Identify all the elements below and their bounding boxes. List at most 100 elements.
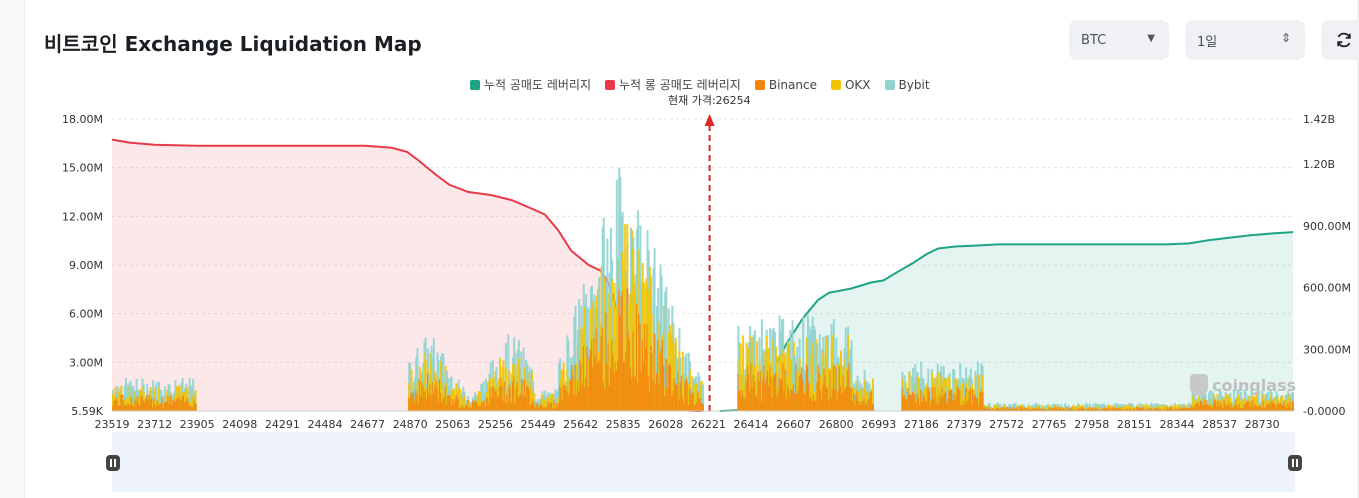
exchange-bar — [1138, 403, 1141, 411]
exchange-bar — [556, 406, 559, 411]
exchange-bar — [945, 391, 947, 411]
exchange-bar — [783, 391, 786, 411]
coin-select[interactable]: BTC ▼ — [1069, 20, 1169, 60]
exchange-bar — [188, 405, 191, 411]
exchange-bar — [1181, 404, 1183, 411]
exchange-bar — [480, 405, 483, 411]
x-axis-tick-label: 26414 — [734, 418, 769, 431]
exchange-bar — [613, 282, 616, 411]
exchange-bar — [699, 398, 702, 411]
exchange-bar — [530, 371, 533, 411]
legend-item[interactable]: Binance — [754, 76, 817, 93]
exchange-bar — [1288, 405, 1291, 411]
exchange-bar — [737, 374, 740, 411]
exchange-bar — [691, 392, 694, 411]
exchange-bar — [917, 377, 920, 411]
exchange-bar — [523, 379, 526, 411]
exchange-bar — [154, 404, 157, 411]
exchange-bar — [830, 345, 833, 411]
exchange-bar — [925, 388, 927, 411]
exchange-bar — [914, 364, 917, 411]
exchange-bar — [1280, 403, 1283, 411]
exchange-bar — [778, 377, 781, 411]
exchange-bar — [445, 383, 448, 411]
exchange-bar — [1101, 404, 1104, 411]
exchange-bar — [1047, 409, 1050, 411]
legend-item[interactable]: Bybit — [884, 76, 930, 93]
exchange-bar — [1093, 406, 1096, 411]
exchange-bar — [1170, 407, 1173, 411]
exchange-bar — [192, 394, 195, 411]
exchange-bar — [606, 363, 609, 411]
current-price-label: 현재 가격:26254 — [668, 94, 751, 107]
exchange-bar — [476, 396, 479, 411]
exchange-bar — [494, 371, 497, 411]
exchange-bar — [841, 394, 844, 411]
exchange-bar — [863, 379, 866, 411]
period-select[interactable]: 1일 ⇕ — [1185, 20, 1305, 60]
exchange-bar — [1039, 405, 1042, 411]
exchange-bar — [539, 405, 542, 411]
x-axis-tick-label: 27572 — [989, 418, 1024, 431]
exchange-bar — [1103, 408, 1106, 411]
exchange-bar — [1275, 408, 1278, 411]
exchange-bar — [810, 354, 813, 411]
exchange-bar — [1237, 407, 1240, 411]
exchange-bar — [769, 367, 772, 411]
exchange-bar — [458, 388, 461, 411]
exchange-bar — [470, 402, 473, 411]
exchange-bar — [1175, 408, 1178, 411]
exchange-bar — [700, 380, 703, 411]
exchange-bar — [525, 359, 527, 411]
exchange-bar — [1146, 405, 1149, 411]
exchange-bar — [844, 387, 847, 411]
exchange-bar — [476, 403, 479, 411]
exchange-bar — [584, 307, 586, 411]
exchange-bar — [851, 401, 854, 411]
exchange-bar — [598, 277, 601, 411]
exchange-bar — [645, 347, 648, 411]
exchange-bar — [441, 353, 444, 411]
exchange-bar — [698, 398, 701, 411]
exchange-bar — [1013, 408, 1016, 411]
exchange-bar — [770, 376, 773, 411]
legend-item[interactable]: OKX — [830, 76, 871, 93]
zoom-slider-track[interactable] — [112, 432, 1295, 492]
exchange-bar — [1152, 407, 1155, 411]
x-axis-tick-label: 24291 — [265, 418, 300, 431]
exchange-bar — [448, 395, 451, 411]
exchange-bar — [906, 399, 909, 411]
exchange-bar — [671, 325, 674, 411]
exchange-bar — [901, 388, 904, 411]
exchange-bar — [146, 395, 149, 411]
exchange-bar — [644, 323, 647, 411]
x-axis-tick-label: 26607 — [776, 418, 811, 431]
exchange-bar — [993, 404, 996, 411]
legend-item[interactable]: 누적 롱 공매도 레버리지 — [605, 76, 741, 93]
exchange-bar — [1216, 406, 1219, 411]
exchange-bar — [811, 342, 814, 411]
exchange-bar — [668, 363, 671, 411]
refresh-button[interactable] — [1321, 20, 1359, 60]
exchange-bar — [929, 404, 932, 411]
exchange-bar — [155, 381, 158, 411]
exchange-bar — [1119, 403, 1122, 411]
exchange-bar — [1046, 404, 1049, 411]
exchange-bar — [802, 379, 805, 411]
exchange-bar — [1030, 409, 1032, 411]
exchange-bar — [763, 365, 766, 411]
exchange-bar — [776, 356, 779, 411]
exchange-bar — [1046, 409, 1049, 411]
exchange-bar — [954, 401, 957, 411]
legend-item[interactable]: 누적 공매도 레버리지 — [470, 76, 591, 93]
exchange-bar — [510, 402, 513, 411]
exchange-bar — [488, 380, 491, 411]
exchange-bar — [1014, 408, 1017, 411]
exchange-bar — [1215, 402, 1218, 411]
exchange-bar — [1076, 405, 1078, 411]
zoom-handle-left[interactable] — [106, 455, 120, 471]
zoom-handle-right[interactable] — [1288, 455, 1302, 471]
exchange-bar — [1250, 404, 1253, 411]
exchange-bar — [640, 371, 643, 411]
exchange-bar — [129, 404, 132, 411]
